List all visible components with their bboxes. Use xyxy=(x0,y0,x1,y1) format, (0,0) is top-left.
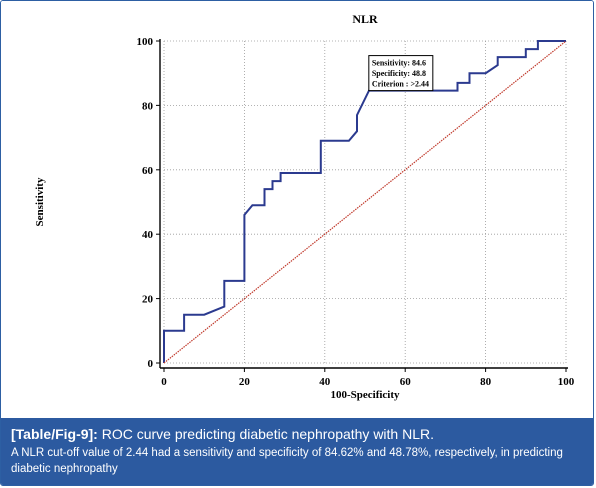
chart-panel: 0 20 40 60 80 100 0 20 40 60 80 100 NLR 100-Specifici… xyxy=(1,1,593,417)
y-tick-label: 60 xyxy=(142,165,154,177)
annotation-line: Criterion : >2.44 xyxy=(372,80,429,89)
annotation-line: Sensitivity: 84.6 xyxy=(372,59,426,68)
roc-chart: 0 20 40 60 80 100 0 20 40 60 80 100 NLR 100-Specifici… xyxy=(34,12,575,401)
figure-caption: [Table/Fig-9]: ROC curve predicting diab… xyxy=(1,418,593,485)
x-tick-label: 80 xyxy=(480,376,492,388)
x-axis-title: 100-Specificity xyxy=(330,389,400,401)
y-tick-label: 40 xyxy=(142,229,154,241)
x-tick-label: 100 xyxy=(558,376,575,388)
x-tick-label: 0 xyxy=(161,376,167,388)
caption-text: A NLR cut-off value of 2.44 had a sensit… xyxy=(11,447,563,475)
y-axis-title: Sensitivity xyxy=(34,177,46,226)
y-tick-label: 100 xyxy=(137,36,154,48)
reference-diagonal-line xyxy=(163,40,567,364)
roc-curve-line xyxy=(163,40,566,363)
x-tick-label: 20 xyxy=(239,376,251,388)
x-tick-label: 40 xyxy=(319,376,331,388)
annotation-box xyxy=(368,55,434,92)
y-tick-label: 0 xyxy=(148,358,154,370)
caption-tag: [Table/Fig-9]: xyxy=(11,426,98,442)
annotation-line: Specificity: 48.8 xyxy=(372,69,426,78)
caption-title-line: [Table/Fig-9]: ROC curve predicting diab… xyxy=(11,425,585,443)
y-tick-label: 80 xyxy=(142,100,154,112)
x-tick-label: 60 xyxy=(400,376,412,388)
caption-title: ROC curve predicting diabetic nephropath… xyxy=(97,426,435,442)
y-tick-label: 20 xyxy=(142,294,154,306)
chart-title: NLR xyxy=(352,12,378,26)
